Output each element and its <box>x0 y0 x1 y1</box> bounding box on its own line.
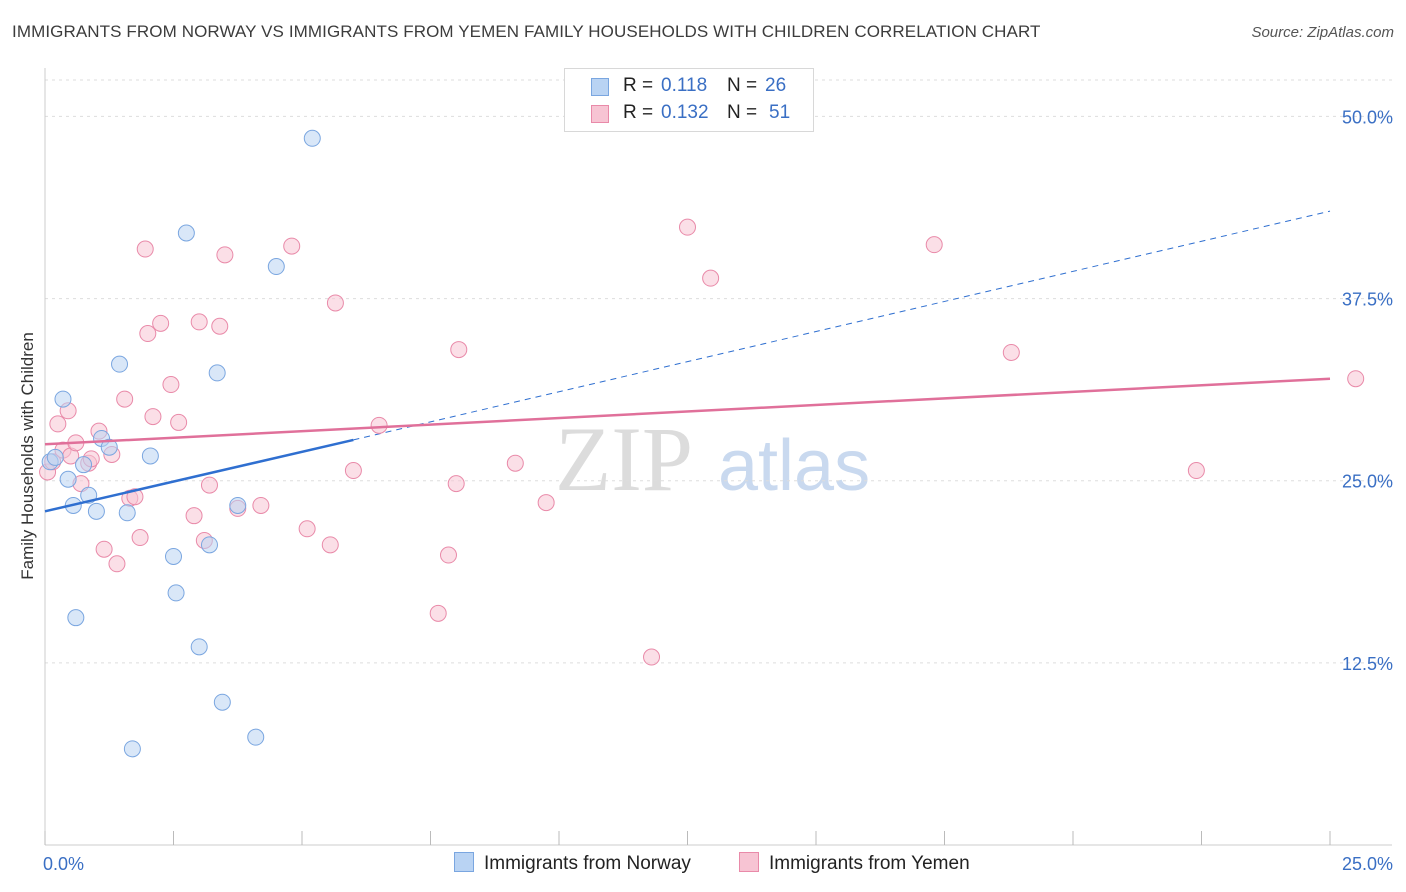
point-yemen <box>370 416 388 434</box>
point-yemen <box>506 454 524 472</box>
point-yemen <box>429 604 447 622</box>
point-norway <box>75 456 93 474</box>
legend-r-value-norway: 0.118 <box>661 75 708 96</box>
bottom-legend-label-yemen: Immigrants from Yemen <box>769 853 970 874</box>
legend-n-label: N = <box>727 102 758 123</box>
point-yemen <box>131 529 149 547</box>
point-yemen <box>326 294 344 312</box>
legend-n-value-yemen: 51 <box>769 102 791 123</box>
watermark-zip: ZIP <box>555 408 693 510</box>
legend-swatch-yemen <box>591 105 609 123</box>
trendline-yemen <box>44 377 1331 446</box>
bottom-legend-label-norway: Immigrants from Norway <box>484 853 691 874</box>
point-yemen <box>185 507 203 525</box>
point-yemen <box>1187 462 1205 480</box>
point-yemen <box>537 494 555 512</box>
point-yemen <box>447 475 465 493</box>
point-yemen <box>136 240 154 258</box>
source-credit: Source: ZipAtlas.com <box>1251 24 1394 41</box>
watermark-atlas: atlas <box>718 426 870 506</box>
point-yemen <box>679 218 696 236</box>
point-norway <box>165 547 182 565</box>
x-tick-label: 25.0% <box>1342 854 1393 874</box>
legend: R = 0.118 N = 26 R = 0.132 N = 51 <box>564 68 814 132</box>
series-norway-points <box>41 129 1331 758</box>
point-norway <box>213 693 231 711</box>
point-norway <box>59 470 77 488</box>
point-norway <box>167 584 185 602</box>
y-tick-label: 12.5% <box>1342 654 1393 674</box>
point-norway <box>177 224 195 242</box>
point-yemen <box>252 496 270 514</box>
watermark: ZIP atlas <box>555 408 870 510</box>
point-yemen <box>439 546 457 564</box>
point-norway <box>111 355 129 373</box>
legend-n-label: N = <box>727 75 758 96</box>
point-norway <box>229 496 247 514</box>
point-yemen <box>702 269 720 287</box>
point-norway <box>247 728 265 746</box>
series-yemen-points <box>39 218 1365 666</box>
point-yemen <box>49 415 67 433</box>
point-yemen <box>152 314 170 332</box>
point-yemen <box>925 236 943 254</box>
point-yemen <box>95 540 113 558</box>
legend-n-value-norway: 26 <box>765 75 787 96</box>
point-norway <box>200 536 218 554</box>
point-yemen <box>144 408 162 426</box>
point-norway <box>100 438 118 456</box>
point-yemen <box>298 520 316 538</box>
point-norway <box>141 447 159 465</box>
point-norway <box>87 502 105 520</box>
bottom-legend-norway: Immigrants from Norway <box>454 852 691 875</box>
point-yemen <box>211 317 229 335</box>
trendline-norway-extension <box>353 210 1331 441</box>
point-yemen <box>643 648 661 666</box>
point-norway <box>123 740 141 758</box>
y-tick-label: 50.0% <box>1342 107 1393 127</box>
point-norway <box>208 364 226 382</box>
point-yemen <box>108 555 126 573</box>
point-yemen <box>116 390 134 408</box>
point-norway <box>54 390 72 408</box>
legend-r-value-yemen: 0.132 <box>661 102 709 123</box>
point-yemen <box>450 341 468 359</box>
point-norway <box>190 638 208 656</box>
x-tick-label: 0.0% <box>43 854 84 874</box>
y-tick-label: 25.0% <box>1342 472 1393 492</box>
point-yemen <box>126 488 144 506</box>
y-tick-label: 37.5% <box>1342 290 1393 310</box>
tick-labels: 12.5% 25.0% 37.5% 50.0% 0.0% 25.0% <box>43 107 1393 874</box>
point-yemen <box>1002 343 1020 361</box>
legend-r-label: R = <box>623 102 654 123</box>
point-yemen <box>139 325 157 343</box>
point-yemen <box>190 313 208 331</box>
point-yemen <box>283 237 301 255</box>
legend-swatch-norway <box>591 78 609 96</box>
legend-row-yemen: R = 0.132 N = 51 <box>565 102 813 128</box>
chart-title: IMMIGRANTS FROM NORWAY VS IMMIGRANTS FRO… <box>12 22 1041 41</box>
point-norway <box>118 504 136 522</box>
point-norway <box>46 448 64 466</box>
grid-lines <box>45 79 1392 664</box>
point-yemen <box>162 376 180 394</box>
point-yemen <box>216 246 234 264</box>
bottom-legend-swatch-norway <box>454 852 474 872</box>
trend-lines <box>353 210 1331 441</box>
point-yemen <box>170 413 188 431</box>
point-yemen <box>200 476 218 494</box>
point-norway <box>67 609 85 627</box>
point-norway <box>267 258 285 276</box>
point-yemen <box>344 462 362 480</box>
point-norway <box>303 129 321 147</box>
trendline-norway <box>44 438 354 513</box>
bottom-legend-yemen: Immigrants from Yemen <box>739 852 970 875</box>
bottom-legend-swatch-yemen <box>739 852 759 872</box>
legend-row-norway: R = 0.118 N = 26 <box>565 75 813 101</box>
legend-r-label: R = <box>623 75 654 96</box>
point-yemen <box>1347 370 1365 388</box>
point-yemen <box>321 536 339 554</box>
